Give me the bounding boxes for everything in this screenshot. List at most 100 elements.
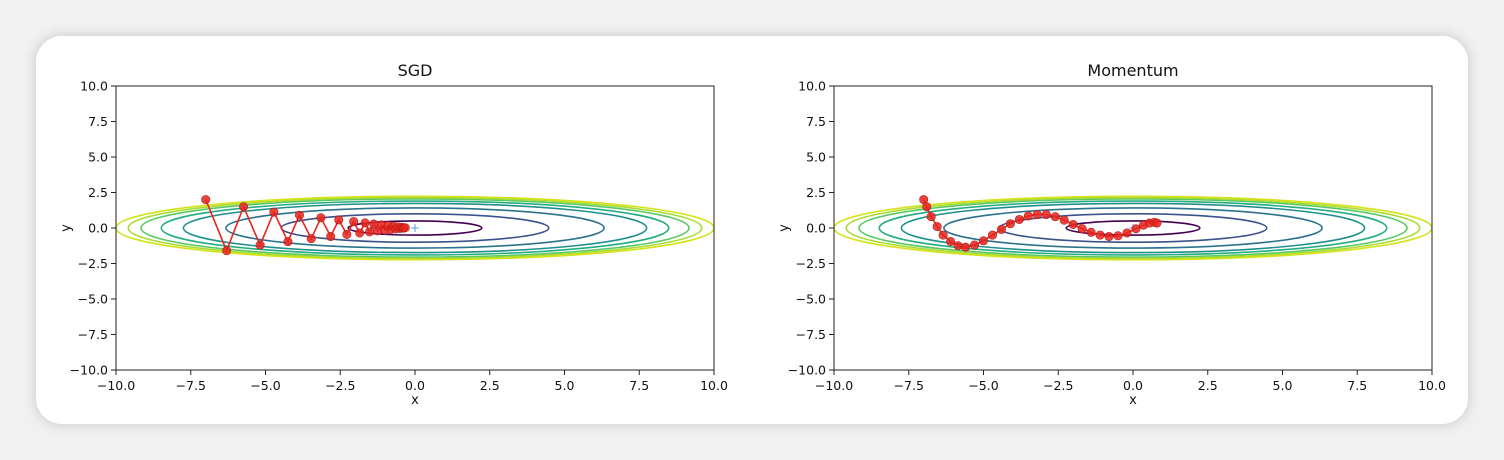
chart-title: SGD bbox=[398, 61, 433, 80]
y-tick-label: −10.0 bbox=[70, 363, 108, 378]
path-point bbox=[360, 218, 370, 228]
path-point bbox=[1104, 232, 1114, 242]
path-point bbox=[283, 237, 293, 247]
path-point bbox=[938, 230, 948, 240]
contour-level-1 bbox=[1065, 220, 1201, 236]
y-tick-label: 0.0 bbox=[806, 221, 826, 236]
x-tick-label: −5.0 bbox=[250, 378, 280, 393]
x-tick-label: −7.5 bbox=[176, 378, 206, 393]
path-point bbox=[400, 223, 410, 233]
path-point bbox=[239, 202, 249, 212]
path-point bbox=[1059, 215, 1069, 225]
path-point bbox=[334, 215, 344, 225]
x-tick-label: 10.0 bbox=[1418, 378, 1446, 393]
contour-level-8 bbox=[116, 195, 714, 261]
y-tick-label: 5.0 bbox=[806, 150, 826, 165]
chart-title: Momentum bbox=[1087, 61, 1178, 80]
path-point bbox=[316, 213, 326, 223]
path-point bbox=[294, 210, 304, 220]
x-tick-label: −2.5 bbox=[325, 378, 355, 393]
path-point bbox=[1068, 219, 1078, 229]
figure-card: + −10.0 −7.5 −5.0 −2.5 0.0 2.5 5.0 7.5 10.0 −10.0−… bbox=[36, 36, 1468, 424]
x-tick-label: 2.5 bbox=[1198, 378, 1218, 393]
x-tick-label: 0.0 bbox=[405, 378, 425, 393]
path-point bbox=[970, 240, 980, 250]
x-axis-label: x bbox=[411, 393, 419, 408]
x-tick-label: 10.0 bbox=[700, 378, 728, 393]
contour-level-7 bbox=[845, 196, 1421, 260]
path-point bbox=[201, 195, 211, 205]
x-tick-label: 5.0 bbox=[555, 378, 575, 393]
x-tick-label: −10.0 bbox=[815, 378, 853, 393]
y-tick-label: 10.0 bbox=[80, 79, 108, 94]
path-point bbox=[961, 242, 971, 252]
path-point bbox=[269, 207, 279, 217]
path-point bbox=[996, 224, 1006, 234]
optimizer-path bbox=[201, 195, 410, 256]
y-tick-label: 2.5 bbox=[806, 185, 826, 200]
y-tick-label: 0.0 bbox=[88, 221, 108, 236]
path-point bbox=[946, 236, 956, 246]
y-axis-label: y bbox=[777, 224, 792, 232]
y-tick-label: 5.0 bbox=[88, 150, 108, 165]
y-tick-label: −5.0 bbox=[78, 292, 108, 307]
y-tick-label: −10.0 bbox=[788, 363, 826, 378]
path-point bbox=[1023, 211, 1033, 221]
path-point bbox=[922, 202, 932, 212]
path-point bbox=[365, 227, 375, 237]
path-point bbox=[978, 236, 988, 246]
y-tick-label: 10.0 bbox=[798, 79, 826, 94]
path-point bbox=[953, 241, 963, 251]
contour-level-5 bbox=[878, 200, 1388, 256]
x-tick-label: −10.0 bbox=[97, 378, 135, 393]
x-tick-label: 7.5 bbox=[1347, 378, 1367, 393]
momentum-chart: +−10.0−7.5−5.0−2.50.02.55.07.510.0−10.0−… bbox=[777, 61, 1446, 408]
x-tick-label: 2.5 bbox=[480, 378, 500, 393]
minimum-marker: + bbox=[410, 221, 420, 235]
path-point bbox=[1032, 210, 1042, 220]
path-point bbox=[222, 246, 232, 256]
y-tick-label: 7.5 bbox=[806, 114, 826, 129]
contour-level-4 bbox=[900, 202, 1366, 254]
y-tick-label: −7.5 bbox=[78, 327, 108, 342]
path-point bbox=[349, 217, 359, 227]
x-tick-label: −2.5 bbox=[1043, 378, 1073, 393]
y-axis-label: y bbox=[59, 224, 74, 232]
sgd-chart: + −10.0 −7.5 −5.0 −2.5 0.0 2.5 5.0 7.5 10.0 −10.0 −… bbox=[59, 61, 728, 408]
path-point bbox=[1131, 224, 1141, 234]
path-point bbox=[342, 229, 352, 239]
path-point bbox=[932, 222, 942, 232]
path-point bbox=[255, 240, 265, 250]
x-tick-label: 7.5 bbox=[629, 378, 649, 393]
path-point bbox=[1095, 230, 1105, 240]
y-tick-label: 2.5 bbox=[88, 185, 108, 200]
path-point bbox=[355, 228, 365, 238]
contour-level-1 bbox=[347, 220, 483, 236]
path-point bbox=[1113, 231, 1123, 241]
y-tick-label: 7.5 bbox=[88, 114, 108, 129]
path-point bbox=[1077, 224, 1087, 234]
plot-area bbox=[116, 86, 714, 370]
y-tick-label: −7.5 bbox=[796, 327, 826, 342]
contour-level-3 bbox=[943, 207, 1323, 249]
x-tick-label: −7.5 bbox=[894, 378, 924, 393]
contour-level-3 bbox=[225, 207, 605, 249]
x-axis-label: x bbox=[1129, 393, 1137, 408]
path-point bbox=[1086, 227, 1096, 237]
path-point bbox=[1041, 210, 1051, 220]
contour-level-6 bbox=[858, 198, 1408, 258]
contour-level-6 bbox=[140, 198, 690, 258]
path-point bbox=[306, 234, 316, 244]
path-point bbox=[1005, 219, 1015, 229]
y-tick-label: −5.0 bbox=[796, 292, 826, 307]
x-tick-label: 0.0 bbox=[1123, 378, 1143, 393]
path-point bbox=[1050, 212, 1060, 222]
y-tick-label: −2.5 bbox=[796, 256, 826, 271]
optimizer-path bbox=[919, 195, 1162, 252]
figure: +−10.0 −7.5 −5.0 −2.5 0.0 2.5 5.0 7.5 10.0−10.0−… bbox=[59, 61, 1446, 408]
contour-level-4 bbox=[182, 202, 648, 254]
contour-level-5 bbox=[160, 200, 670, 256]
path-point bbox=[987, 230, 997, 240]
path-point bbox=[326, 232, 336, 242]
y-tick-label: −2.5 bbox=[78, 256, 108, 271]
